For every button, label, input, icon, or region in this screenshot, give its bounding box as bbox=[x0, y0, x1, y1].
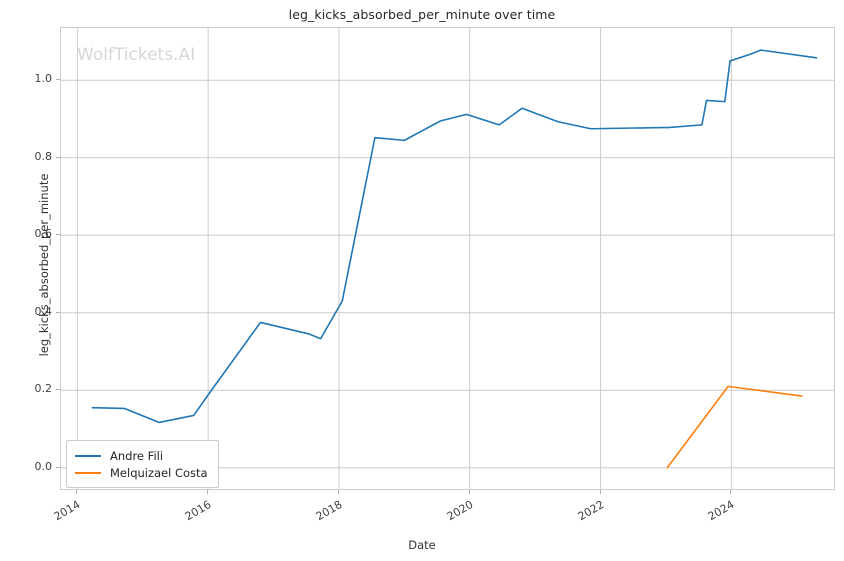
x-tick-label: 2018 bbox=[313, 498, 345, 524]
legend-label: Melquizael Costa bbox=[110, 465, 208, 480]
x-tick-mark bbox=[599, 490, 601, 494]
y-tick-label: 0.8 bbox=[34, 149, 53, 163]
x-tick-label: 2020 bbox=[444, 498, 476, 524]
y-tick-mark bbox=[56, 389, 60, 391]
chart-title: leg_kicks_absorbed_per_minute over time bbox=[288, 7, 556, 22]
y-axis-label: leg_kicks_absorbed_per_minute bbox=[37, 173, 51, 357]
plot-area: WolfTickets.AI bbox=[60, 27, 835, 490]
y-tick-mark bbox=[56, 311, 60, 313]
legend-color-swatch bbox=[75, 471, 101, 474]
x-tick-mark bbox=[337, 490, 339, 494]
y-tick-label: 1.0 bbox=[34, 72, 53, 86]
x-tick-label: 2024 bbox=[706, 498, 737, 524]
x-tick-mark bbox=[76, 490, 78, 494]
x-tick-mark bbox=[468, 490, 470, 494]
x-axis-label: Date bbox=[408, 538, 436, 552]
y-tick-label: 0.2 bbox=[34, 382, 53, 396]
x-tick-label: 2022 bbox=[575, 498, 607, 524]
y-tick-mark bbox=[56, 79, 60, 81]
x-tick-mark bbox=[207, 490, 209, 494]
y-tick-mark bbox=[56, 466, 60, 468]
series-line bbox=[91, 49, 818, 424]
x-tick-label: 2014 bbox=[52, 498, 83, 524]
y-tick-label: 0.0 bbox=[34, 459, 53, 473]
y-tick-mark bbox=[56, 156, 60, 158]
y-tick-mark bbox=[56, 234, 60, 236]
y-tick-label: 0.4 bbox=[34, 304, 53, 318]
legend-item[interactable]: Melquizael Costa bbox=[75, 464, 208, 481]
legend[interactable]: Andre Fili Melquizael Costa bbox=[66, 440, 219, 488]
legend-label: Andre Fili bbox=[110, 448, 164, 463]
x-tick-label: 2016 bbox=[182, 498, 214, 524]
series-line bbox=[666, 385, 803, 469]
legend-item[interactable]: Andre Fili bbox=[75, 447, 208, 464]
series-lines bbox=[91, 49, 818, 469]
y-tick-label: 0.6 bbox=[34, 227, 53, 241]
legend-color-swatch bbox=[75, 454, 101, 457]
x-tick-mark bbox=[730, 490, 732, 494]
